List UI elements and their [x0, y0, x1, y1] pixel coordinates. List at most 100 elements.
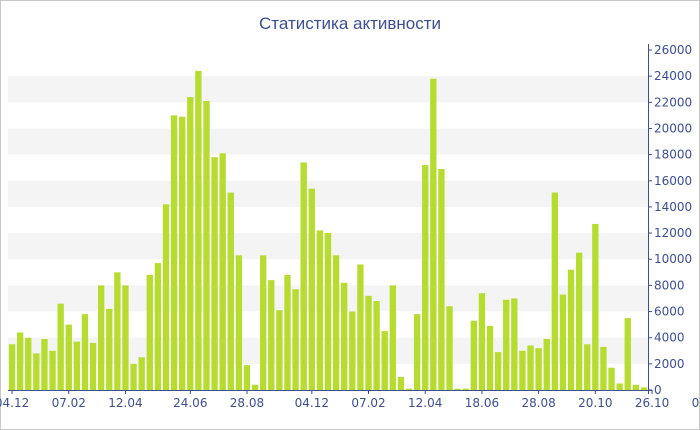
y-tick-label: 8000	[654, 278, 685, 292]
bar	[575, 252, 583, 390]
bar	[446, 306, 453, 390]
bar	[341, 282, 348, 390]
x-tick-label: 18.06	[465, 396, 499, 410]
bar	[284, 274, 291, 390]
x-tick-label: 04.12	[295, 396, 329, 410]
bar	[235, 255, 243, 390]
x-tick-label: 20.10	[578, 396, 612, 410]
bar	[519, 350, 526, 390]
bar	[543, 339, 550, 390]
grid-band	[8, 76, 648, 103]
bar	[268, 280, 275, 390]
x-tick-label: 07.02	[351, 396, 385, 410]
bar	[292, 289, 299, 390]
bar	[57, 303, 64, 390]
bar	[114, 272, 121, 390]
bar	[251, 384, 259, 390]
bar	[373, 301, 380, 390]
bar	[527, 345, 534, 390]
bar	[551, 192, 558, 390]
bar	[616, 383, 623, 390]
bar	[332, 255, 340, 390]
bar	[260, 255, 267, 390]
bar	[324, 233, 332, 390]
bar	[81, 314, 89, 390]
y-tick-label: 16000	[654, 174, 692, 188]
bar	[179, 116, 186, 390]
bar	[41, 339, 48, 390]
bar	[365, 295, 372, 390]
y-tick-label: 2000	[654, 357, 685, 371]
bar	[308, 188, 315, 390]
bar	[276, 310, 283, 390]
bar-series	[8, 70, 648, 391]
bar	[98, 285, 105, 390]
y-tick-label: 26000	[654, 43, 692, 57]
bar	[405, 388, 413, 390]
bar	[33, 353, 40, 390]
bar	[438, 169, 445, 390]
bar	[130, 363, 137, 390]
bar	[227, 192, 234, 390]
bar	[413, 314, 421, 390]
bar	[300, 162, 307, 390]
bar	[349, 311, 356, 390]
bar	[16, 332, 24, 390]
bar	[397, 376, 405, 390]
bar	[243, 365, 251, 390]
bar	[559, 294, 567, 390]
bar	[503, 299, 510, 390]
bar	[146, 274, 153, 390]
bar	[640, 387, 648, 390]
bar	[486, 325, 494, 390]
bar	[65, 324, 72, 390]
bar	[154, 263, 162, 390]
bar	[389, 285, 396, 390]
bar	[470, 320, 477, 390]
y-tick-label: 24000	[654, 69, 692, 83]
y-axis-ticks: 0 2000 4000 6000 8000 10000 12000 14000 16000 180…	[648, 43, 692, 397]
x-tick-label: 12.04	[408, 396, 442, 410]
bar	[567, 269, 575, 390]
bar	[211, 157, 218, 390]
chart-title: Статистика активности	[258, 14, 442, 33]
bar	[430, 78, 437, 391]
bar	[25, 337, 32, 390]
bar	[162, 204, 170, 390]
x-tick-label: 24.06	[173, 396, 207, 410]
bar	[462, 388, 469, 390]
bar	[203, 101, 210, 390]
bar	[381, 331, 388, 390]
y-tick-label: 22000	[654, 95, 692, 109]
bar	[138, 357, 145, 390]
x-tick-label: 01.11	[692, 396, 700, 410]
bar	[49, 350, 56, 390]
bar	[632, 384, 640, 390]
y-tick-label: 0	[654, 383, 662, 397]
y-tick-label: 14000	[654, 200, 692, 214]
x-tick-label: 28.08	[521, 396, 555, 410]
y-tick-label: 12000	[654, 226, 692, 240]
bar	[8, 344, 16, 390]
y-tick-label: 20000	[654, 121, 692, 135]
bar	[89, 342, 97, 390]
bar	[478, 293, 486, 390]
bar	[494, 352, 502, 390]
bar	[422, 165, 429, 390]
bar	[535, 348, 542, 390]
bar	[454, 388, 461, 390]
y-tick-label: 4000	[654, 331, 685, 345]
bar	[316, 230, 324, 390]
x-tick-label: 04.12	[0, 396, 29, 410]
bar	[600, 346, 607, 390]
bar	[122, 285, 129, 390]
bar	[511, 298, 518, 390]
bar	[170, 115, 178, 390]
bar	[357, 264, 364, 390]
grid-band	[8, 128, 648, 155]
bar	[219, 153, 226, 390]
bar	[187, 97, 194, 390]
grid-band	[8, 180, 648, 207]
bar	[106, 308, 113, 390]
bar	[608, 367, 615, 390]
